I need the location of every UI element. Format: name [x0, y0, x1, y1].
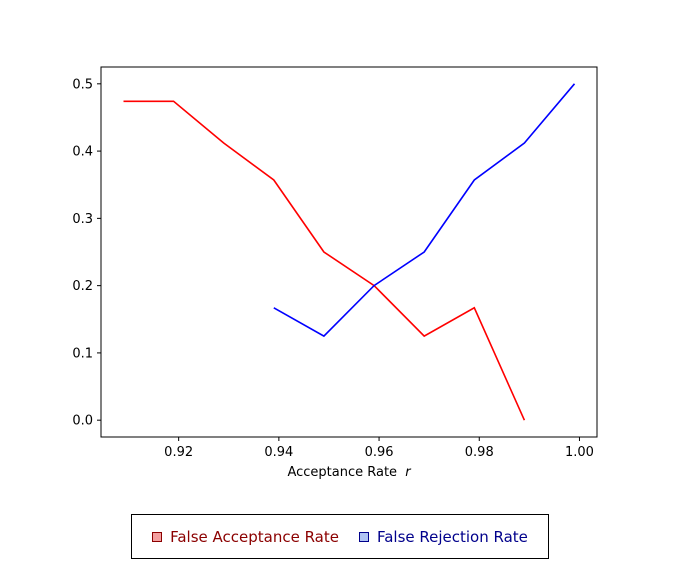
legend-swatch-false-rejection	[358, 531, 369, 542]
x-tick-label: 0.92	[164, 445, 193, 460]
x-tick-label: 0.94	[264, 445, 293, 460]
x-tick-label: 0.96	[365, 445, 394, 460]
legend-entry-false-acceptance: False Acceptance Rate	[152, 528, 339, 546]
x-axis-label-text: Acceptance Rate	[287, 465, 397, 480]
legend-label-false-acceptance: False Acceptance Rate	[170, 527, 339, 546]
y-tick-label: 0.2	[72, 279, 93, 294]
x-tick-label: 1.00	[565, 445, 594, 460]
x-tick-label: 0.98	[465, 445, 494, 460]
y-tick-label: 0.5	[72, 77, 93, 92]
y-tick-label: 0.1	[72, 346, 93, 361]
y-tick-label: 0.0	[72, 414, 93, 429]
legend-swatch-false-acceptance	[152, 531, 163, 542]
x-axis-label-variable: r	[405, 465, 412, 480]
x-axis-ticks: 0.92 0.94 0.96 0.98 1.00	[164, 437, 594, 460]
legend: False Acceptance Rate False Rejection Ra…	[131, 514, 549, 559]
series-lines	[123, 83, 576, 421]
series-line-1	[273, 83, 576, 338]
plot-area-frame	[100, 66, 598, 438]
y-tick-label: 0.4	[72, 145, 93, 160]
series-line-0	[123, 100, 526, 421]
legend-label-false-rejection: False Rejection Rate	[376, 527, 528, 546]
y-axis-ticks: 0.0 0.1 0.2 0.3 0.4 0.5	[72, 77, 101, 429]
x-axis-label: Acceptance Rate r	[287, 465, 412, 480]
legend-entry-false-rejection: False Rejection Rate	[358, 527, 528, 546]
y-tick-label: 0.3	[72, 212, 93, 227]
